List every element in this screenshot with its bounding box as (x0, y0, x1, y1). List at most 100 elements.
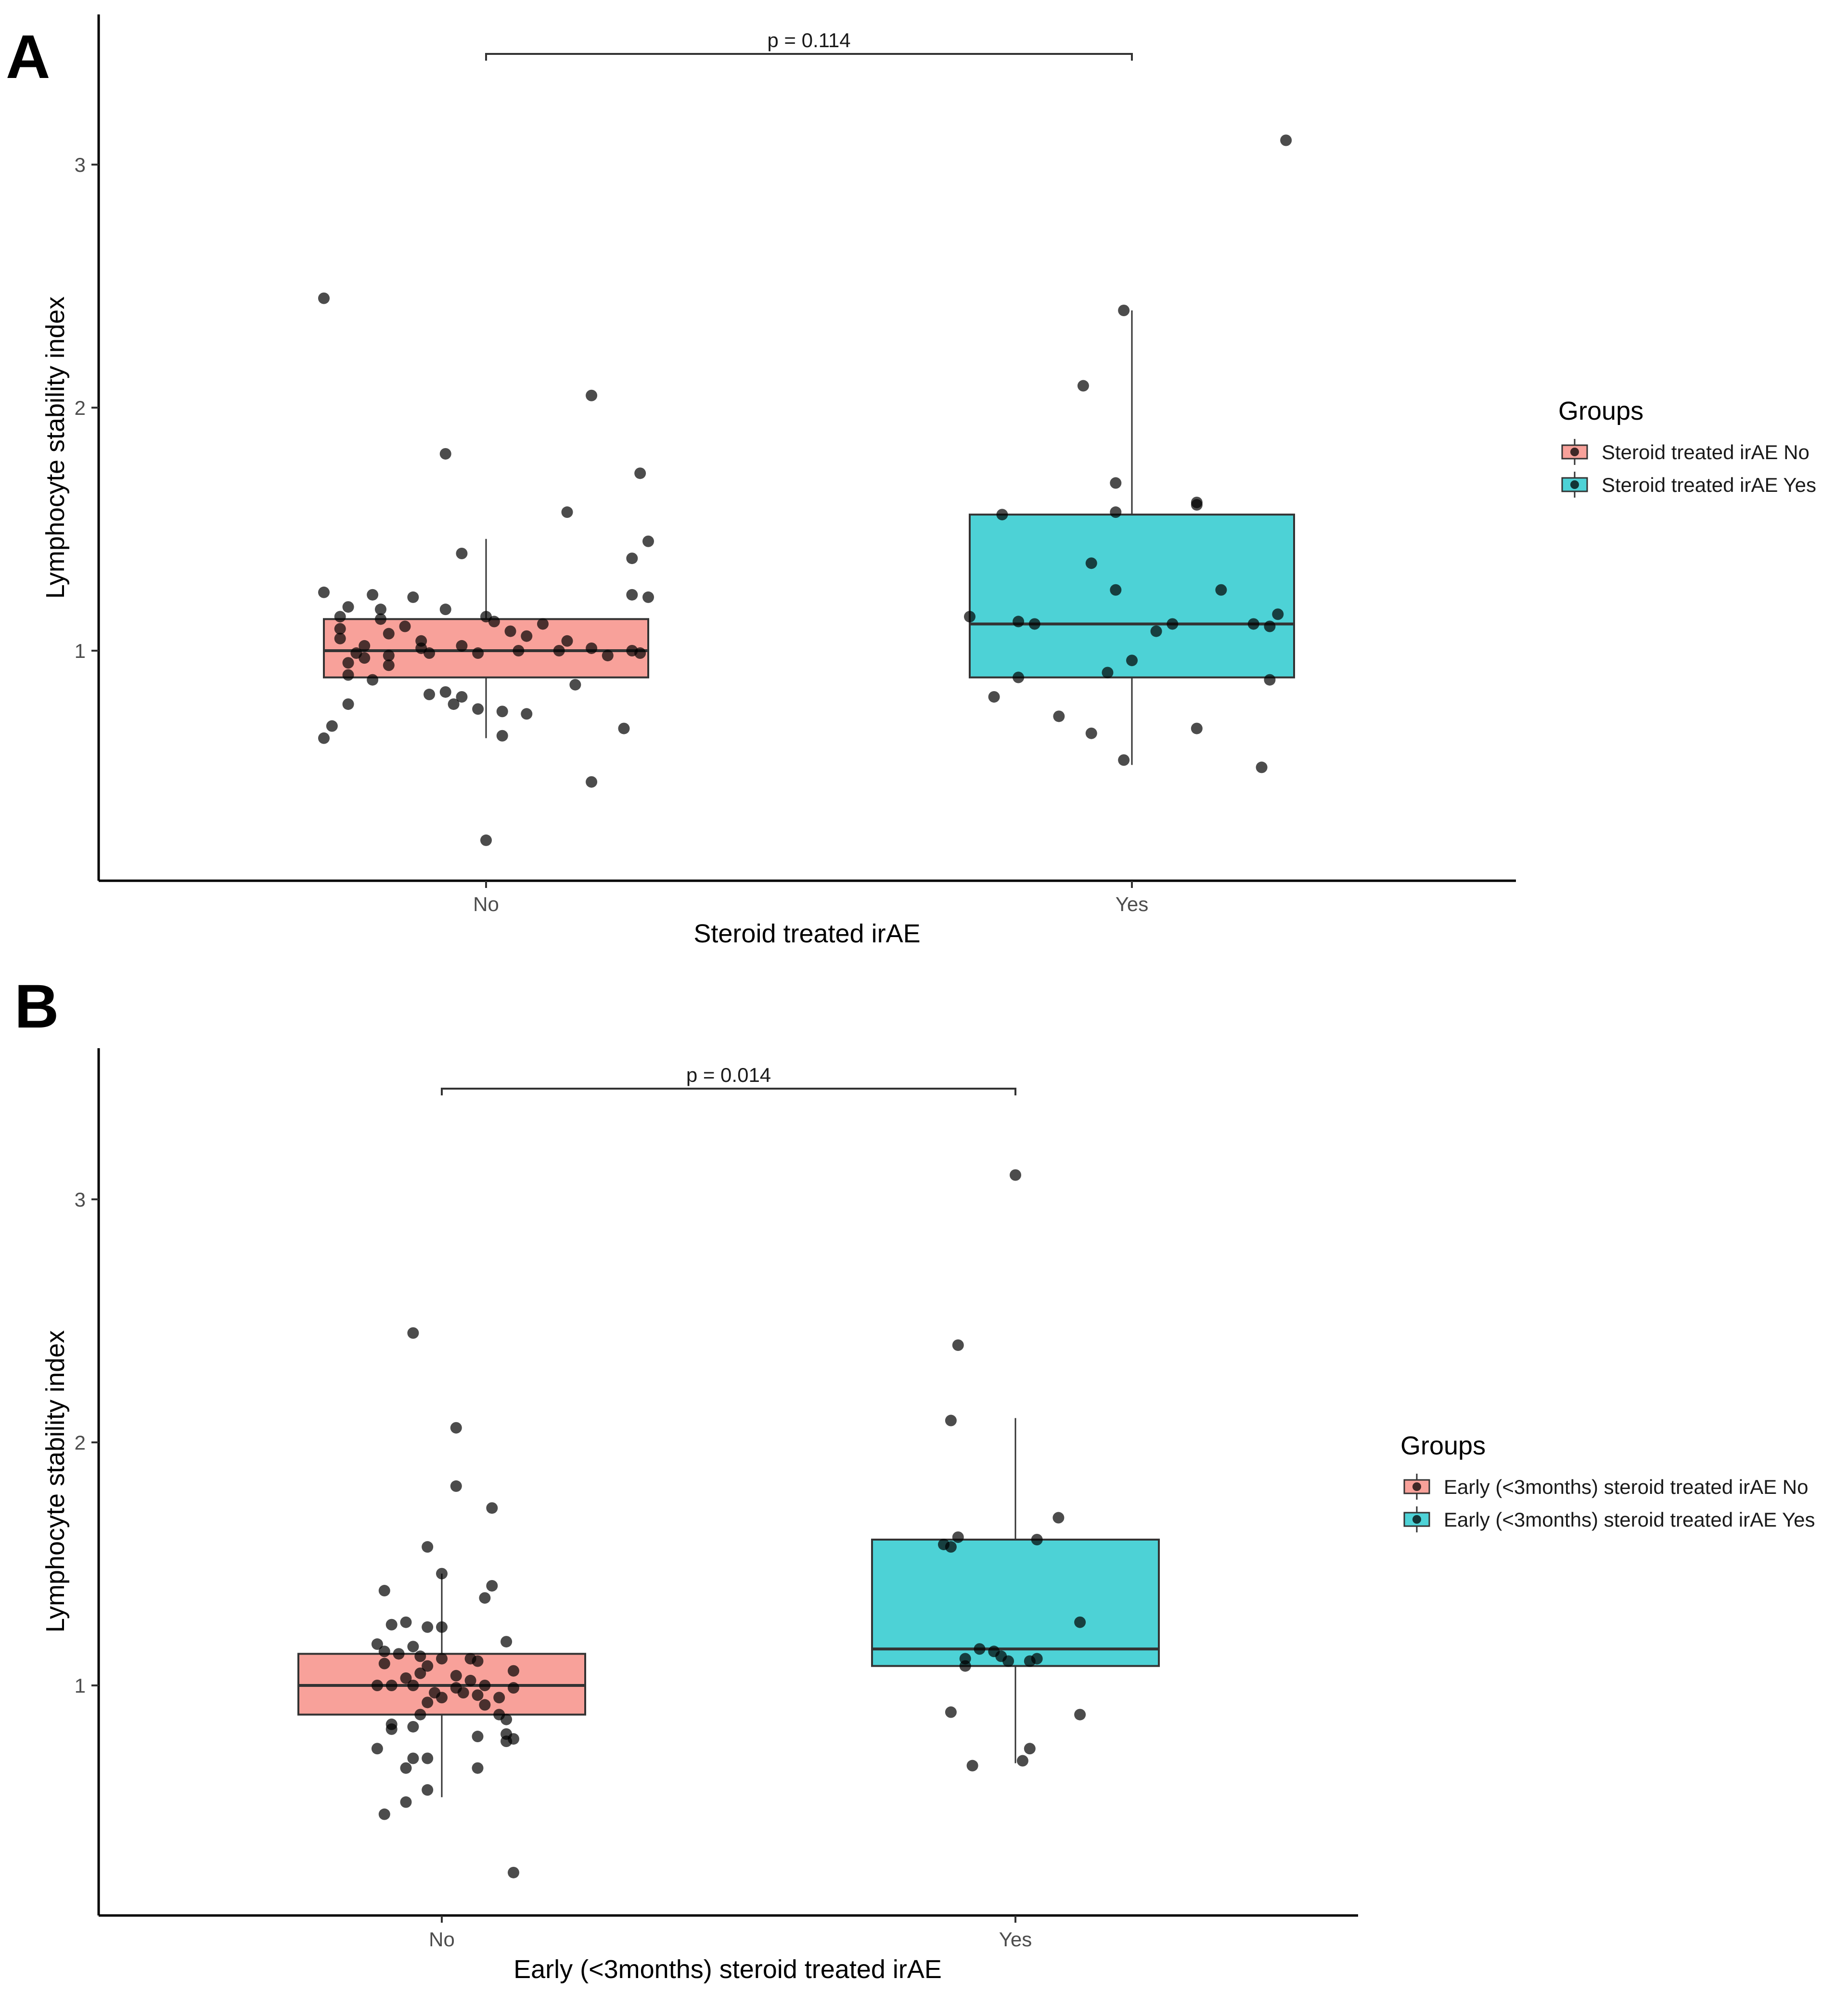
panel-a-no-point (424, 688, 436, 700)
panel-a-y-tick-label-3: 3 (75, 154, 86, 176)
panel-b-no-point (407, 1752, 419, 1764)
panel-b-no-point (486, 1502, 498, 1514)
panel-b-no-point (508, 1866, 519, 1878)
panel-b-no-point (371, 1638, 383, 1650)
panel-a-yes-point (1028, 618, 1040, 630)
panel-b-yes-point (1010, 1169, 1021, 1181)
panel-a-yes-point (1110, 584, 1122, 596)
panel-b-yes-point (952, 1339, 964, 1351)
panel-a-legend-dot-no (1570, 448, 1579, 456)
panel-b-yes-point (952, 1531, 964, 1543)
panel-a: A 1 2 3 No Yes Steroid treated irAE Lymp… (6, 14, 1816, 948)
panel-a-legend-key-no (1561, 439, 1588, 465)
panel-b-no-point (472, 1762, 484, 1774)
panel-b-yes-point (1024, 1655, 1036, 1667)
panel-a-yes-point (1102, 667, 1114, 679)
panel-a-no-point (342, 657, 354, 669)
panel-b-legend-key-yes (1403, 1506, 1430, 1532)
panel-a-no-point (496, 706, 508, 718)
panel-b-yes-point (1074, 1709, 1086, 1721)
panel-a-no-point (318, 586, 330, 598)
panel-a-no-point (456, 640, 468, 652)
panel-a-no-point (537, 618, 549, 630)
panel-b-no-point (400, 1762, 412, 1774)
panel-a-no-point (642, 535, 654, 547)
panel-a-no-point (496, 730, 508, 742)
panel-a-yes-point (1118, 305, 1130, 316)
panel-a-no-point (334, 632, 346, 644)
panel-a-significance-bracket (485, 53, 1133, 61)
panel-a-no-point (472, 647, 484, 659)
panel-b-yes-point (966, 1760, 978, 1772)
panel-b-points (371, 1169, 1086, 1878)
panel-b-yes-point (945, 1541, 957, 1553)
panel-a-no-point (634, 647, 646, 659)
panel-a-yes-point (1013, 616, 1025, 628)
panel-b-no-point (436, 1621, 448, 1633)
panel-a-no-point (342, 669, 354, 681)
panel-b-no-point (450, 1422, 462, 1434)
panel-b-y-tick-label-3: 3 (75, 1188, 86, 1211)
panel-a-y-tick-label-1: 1 (75, 640, 86, 662)
panel-a-yes-point (996, 509, 1008, 521)
panel-a-x-tick-label-no: No (473, 893, 499, 915)
panel-b-no-point (436, 1692, 448, 1704)
panel-b-no-point (472, 1655, 484, 1667)
panel-a-no-point (439, 686, 451, 698)
panel-a-yes-point (1167, 618, 1179, 630)
panel-b: B 1 2 3 No Yes Early (<3months) steroid … (14, 972, 1815, 1984)
panel-a-legend: Groups Steroid treated irAE No Steroid t… (1558, 397, 1816, 498)
panel-a-y-axis-title: Lymphocyte stability index (41, 296, 70, 599)
panel-a-no-point (448, 698, 460, 710)
panel-a-no-point (586, 389, 598, 401)
panel-b-no-point (450, 1670, 462, 1682)
panel-a-yes-point (964, 611, 975, 623)
panel-b-label: B (14, 972, 59, 1041)
panel-a-no-point (626, 553, 638, 565)
panel-b-no-point (422, 1784, 434, 1796)
panel-a-yes-point (1272, 608, 1284, 620)
panel-b-yes-point (974, 1643, 986, 1655)
panel-b-x-tick-label-yes: Yes (999, 1928, 1032, 1951)
panel-a-no-point (456, 548, 468, 559)
panel-b-no-point (378, 1645, 390, 1658)
panel-a-no-point (480, 834, 492, 846)
panel-b-legend-label-no: Early (<3months) steroid treated irAE No (1444, 1476, 1808, 1498)
panel-b-yes-point (1031, 1534, 1043, 1545)
panel-a-no-point (439, 604, 451, 616)
panel-b-significance-bracket (441, 1088, 1016, 1095)
panel-a-no-point (334, 623, 346, 635)
panel-a-yes-point (1053, 710, 1065, 722)
panel-b-no-point (393, 1648, 405, 1660)
panel-b-legend-title: Groups (1400, 1431, 1486, 1460)
panel-b-legend-label-yes: Early (<3months) steroid treated irAE Ye… (1444, 1508, 1815, 1531)
panel-b-yes-point (1016, 1755, 1028, 1767)
panel-b-no-point (493, 1692, 505, 1704)
panel-a-no-point (634, 467, 646, 479)
panel-a-yes-point (1256, 761, 1268, 773)
panel-a-no-point (318, 292, 330, 304)
panel-b-no-point (500, 1636, 513, 1648)
panel-b-no-point (500, 1735, 513, 1748)
panel-a-no-point (626, 589, 638, 601)
panel-b-y-tick-label-1: 1 (75, 1674, 86, 1697)
panel-b-no-point (378, 1808, 390, 1820)
panel-a-no-point (334, 611, 346, 623)
panel-b-no-point (385, 1723, 398, 1735)
panel-b-legend-dot-no (1412, 1482, 1421, 1491)
panel-b-no-point (407, 1680, 419, 1691)
panel-b-no-point (479, 1592, 491, 1604)
panel-b-yes-point (1074, 1616, 1086, 1628)
panel-a-legend-swatch-no (1561, 444, 1588, 460)
panel-a-no-point (488, 616, 500, 628)
panel-a-no-point (359, 652, 371, 664)
panel-a-no-point (569, 679, 581, 691)
panel-a-legend-label-yes: Steroid treated irAE Yes (1602, 474, 1816, 496)
panel-b-yes-point (1052, 1512, 1065, 1524)
panel-b-no-point (400, 1616, 412, 1628)
panel-b-no-point (407, 1721, 419, 1733)
panel-b-no-point (472, 1731, 484, 1743)
panel-a-no-point (383, 659, 395, 671)
